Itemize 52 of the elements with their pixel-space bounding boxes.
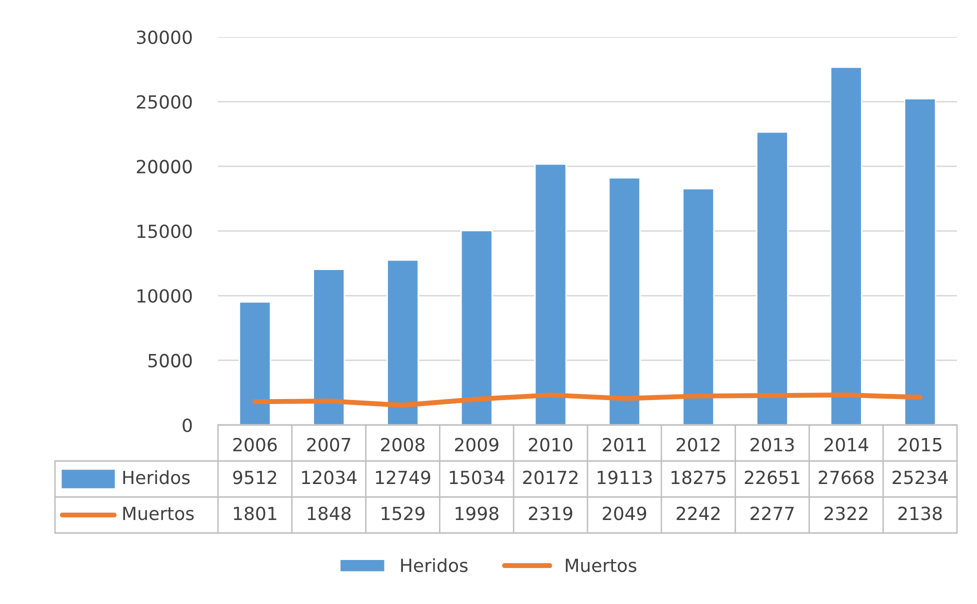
y-tick-label: 30000 (136, 30, 192, 44)
y-tick-label: 15000 (138, 224, 192, 238)
y-tick-label: 0 (182, 418, 192, 432)
text: Muertos (566, 558, 636, 572)
data-label: 1801 (234, 506, 276, 520)
x-tick-label: 2012 (676, 438, 720, 452)
y-tick-label: 25000 (136, 95, 192, 109)
legend-label: Heridos (123, 470, 190, 484)
data-label: 2049 (602, 506, 646, 520)
line-series (252, 392, 922, 408)
bar (534, 163, 567, 425)
y-tick-label: 10000 (138, 289, 192, 303)
bar (608, 177, 641, 425)
data-label: 2322 (824, 506, 868, 520)
data-label: 1848 (308, 506, 351, 520)
data-label: 20172 (523, 470, 578, 484)
data-label: 1998 (456, 506, 498, 520)
bar (386, 259, 419, 425)
bar (238, 301, 272, 425)
data-label: 9512 (233, 470, 276, 484)
x-tick-label: 2015 (898, 438, 942, 452)
bar (312, 268, 346, 425)
bar (904, 98, 936, 425)
bar (682, 188, 715, 425)
data-label: 12749 (376, 470, 430, 484)
data-label: 2319 (528, 506, 572, 520)
x-tick-label: 2007 (307, 438, 350, 452)
legend-label: Muertos (123, 506, 194, 520)
data-label: 15034 (450, 470, 504, 484)
y-tick-label: 20000 (136, 160, 192, 174)
data-label: 2277 (750, 506, 794, 520)
y-tick-label: 5000 (148, 354, 192, 368)
data-label: 19113 (598, 470, 652, 484)
x-tick-label: 2014 (824, 438, 868, 452)
data-label: 2242 (676, 506, 720, 520)
x-tick-label: 2006 (233, 438, 277, 452)
data-label: 2138 (898, 506, 942, 520)
x-tick-label: 2013 (750, 438, 794, 452)
data-label: 25234 (892, 470, 948, 484)
x-tick-label: 2008 (381, 438, 424, 452)
bar (830, 66, 862, 425)
x-tick-label: 2009 (454, 438, 498, 452)
data-label: 1529 (382, 506, 424, 520)
bar (460, 230, 493, 425)
x-tick-label: 2011 (602, 438, 646, 452)
data-label: 22651 (744, 470, 800, 484)
data-label: 27668 (818, 470, 874, 484)
bar (756, 131, 788, 425)
x-tick-label: 2010 (528, 438, 572, 452)
text: Heridos (401, 558, 468, 572)
data-label: 18275 (672, 470, 726, 484)
data-label: 12034 (302, 470, 357, 484)
